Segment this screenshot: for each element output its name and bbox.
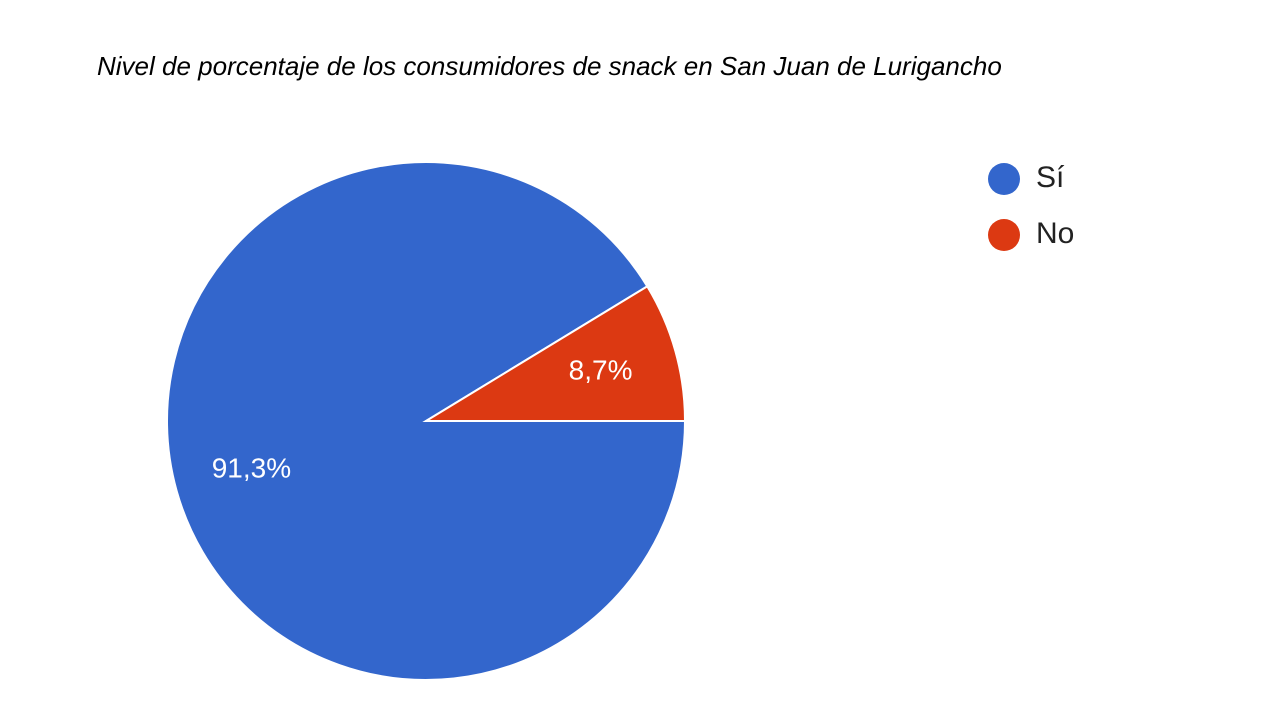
pie [166,161,687,681]
slice-label: 91,3% [212,452,291,483]
legend-swatch [988,219,1020,251]
chart-title: Nivel de porcentaje de los consumidores … [97,51,1002,81]
legend-label: Sí [1036,161,1065,194]
pie-slice [422,284,687,422]
slice-label: 8,7% [569,354,633,385]
legend-swatch [988,163,1020,195]
slice-labels: 91,3% 8,7% [212,354,633,483]
legend: Sí No [988,161,1074,251]
legend-label: No [1036,217,1074,250]
